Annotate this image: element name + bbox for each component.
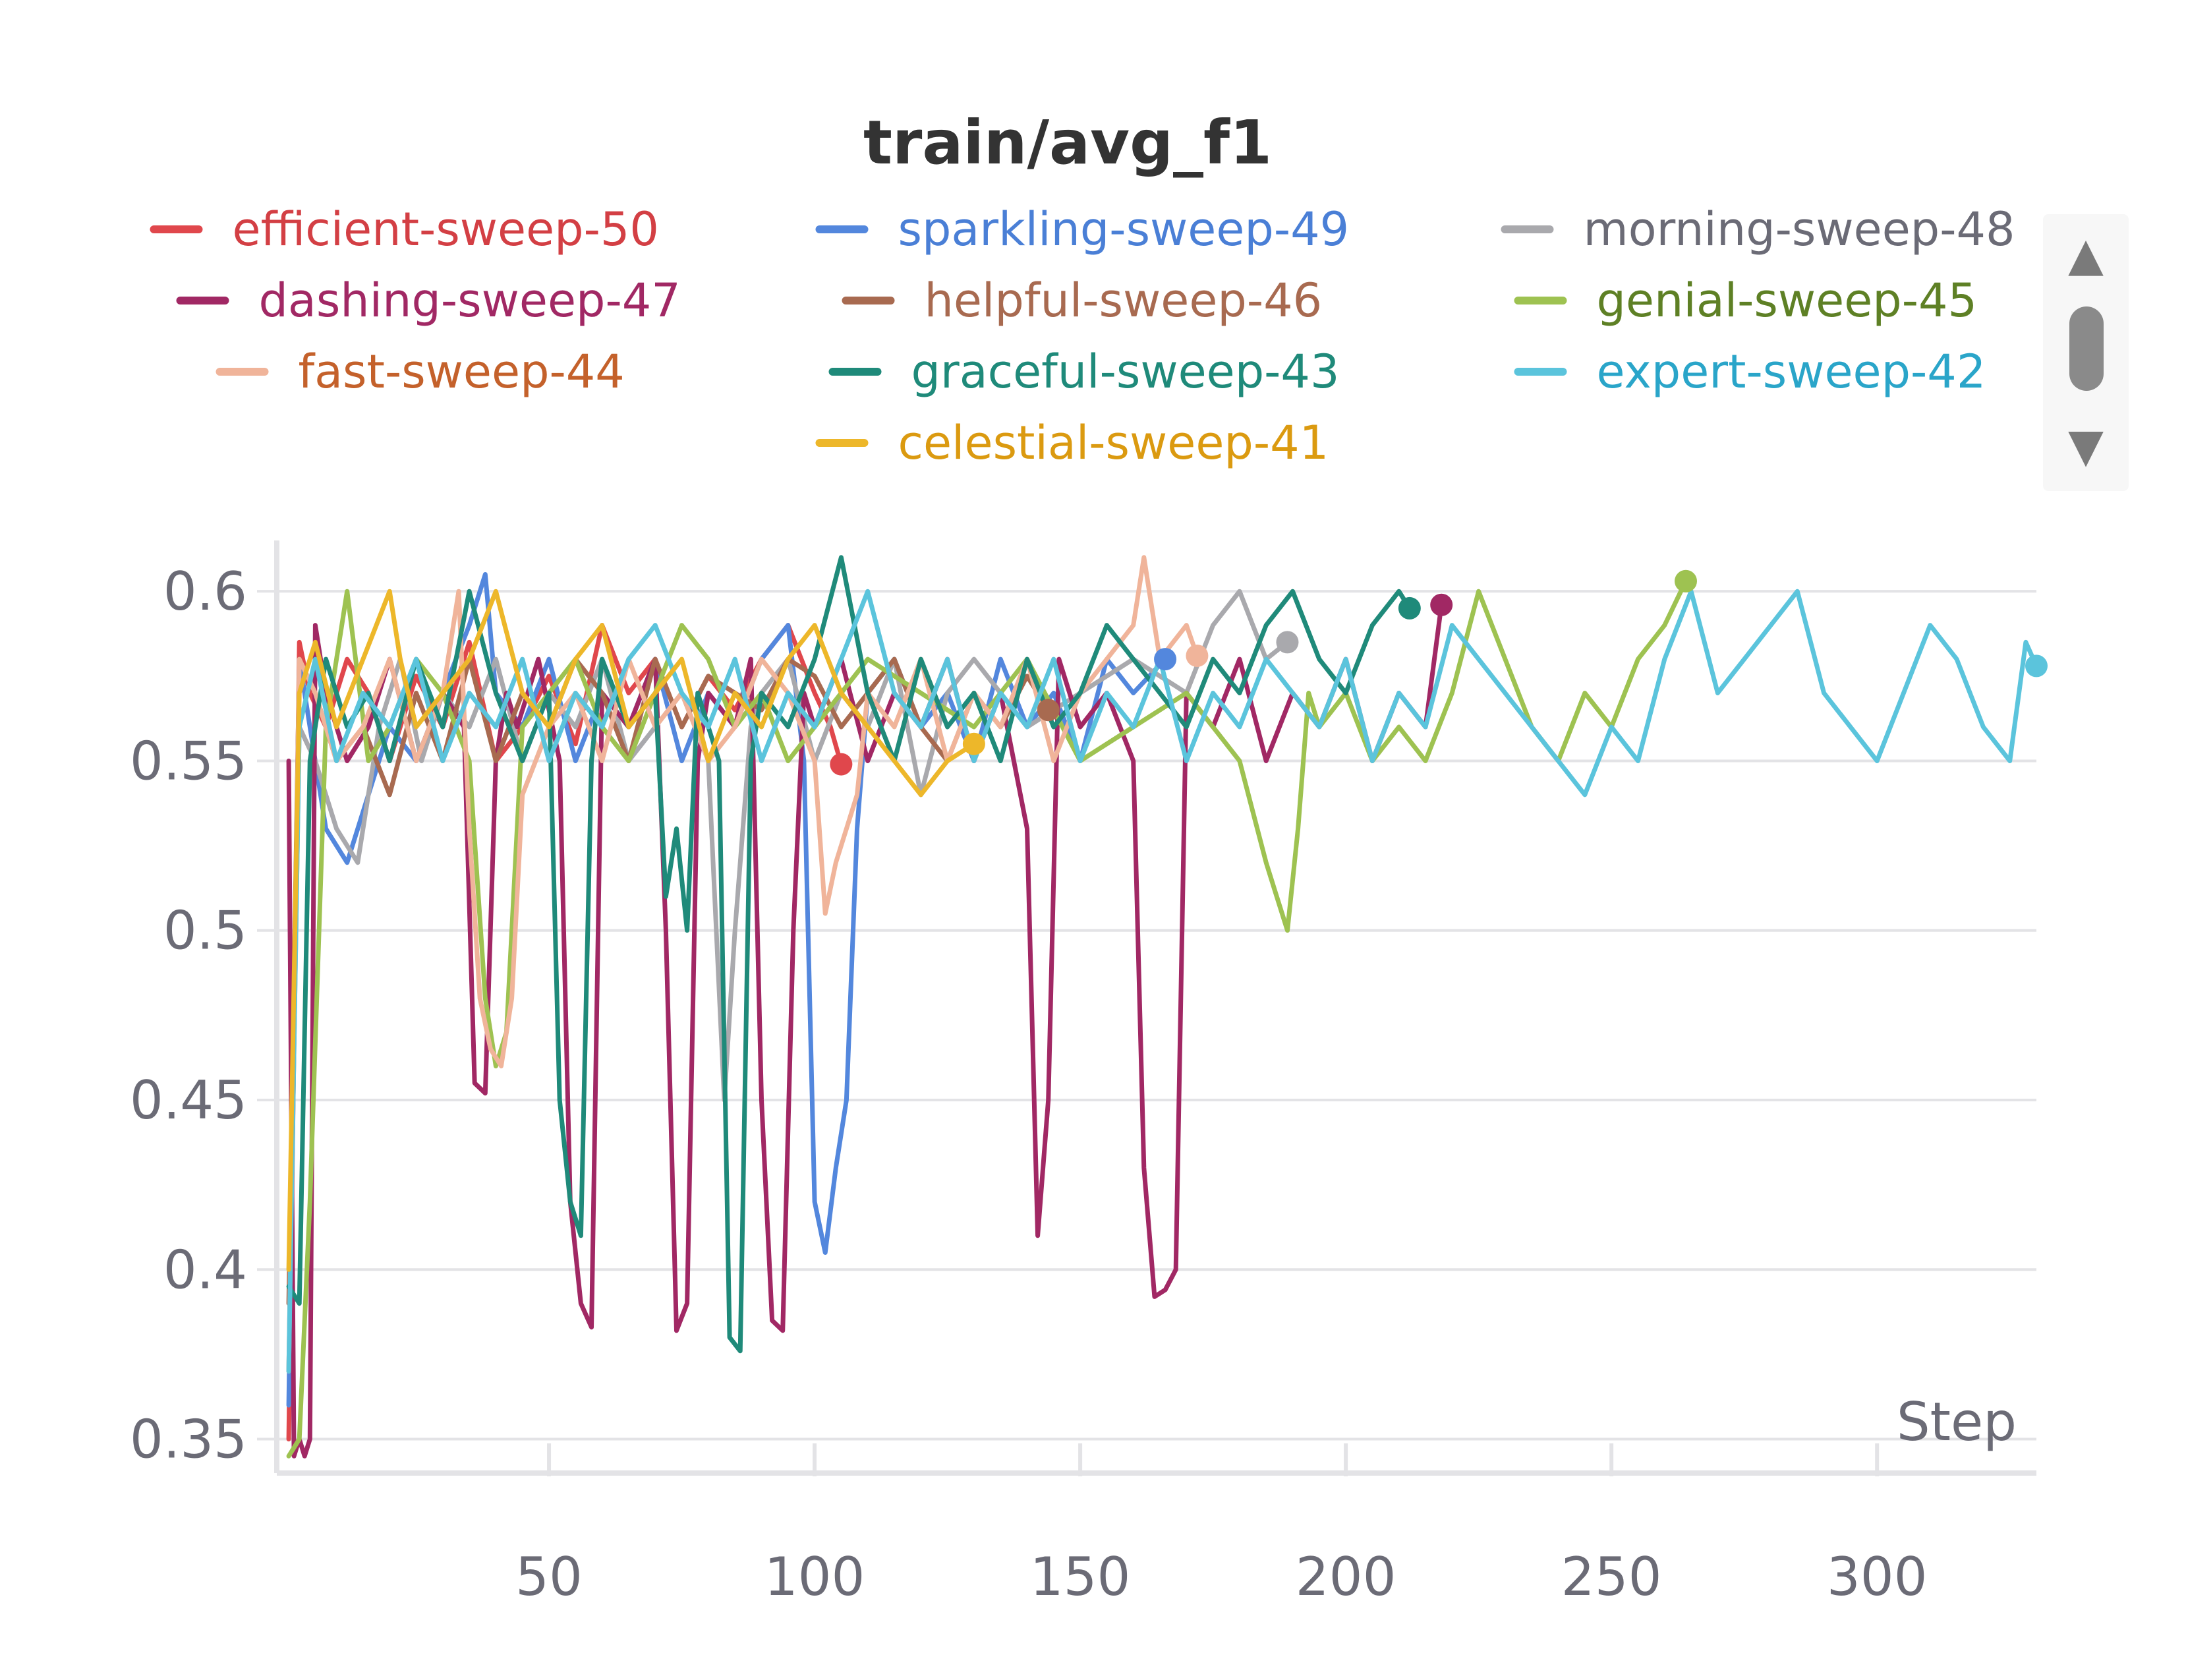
series-endpoint-fast-sweep-44 [1186,644,1209,667]
x-tick-label: 250 [1561,1546,1662,1608]
legend-label-fast-sweep-44[interactable]: fast-sweep-44 [299,345,625,399]
scroll-down-icon[interactable]: ▼ [2068,419,2104,473]
y-tick-label: 0.4 [163,1239,247,1300]
legend-swatch-sparkling-sweep-49 [815,225,869,233]
scroll-up-icon[interactable]: ▲ [2068,227,2104,281]
legend-label-helpful-sweep-46[interactable]: helpful-sweep-46 [925,274,1323,328]
legend-label-morning-sweep-48[interactable]: morning-sweep-48 [1584,202,2015,256]
y-tick-label: 0.35 [130,1409,247,1470]
legend-scroll-control: ▲ ▼ [2043,214,2129,491]
series-line-graceful-sweep-43 [286,555,1412,1354]
series-endpoints [830,569,2048,776]
legend-label-efficient-sweep-50[interactable]: efficient-sweep-50 [233,202,659,256]
legend: efficient-sweep-50 sparkling-sweep-49 morn… [150,202,2015,470]
scroll-thumb[interactable] [2069,306,2104,391]
legend-swatch-morning-sweep-48 [1501,225,1554,233]
legend-swatch-genial-sweep-45 [1514,297,1567,304]
series-endpoint-efficient-sweep-50 [830,753,853,776]
series-endpoint-helpful-sweep-46 [1037,699,1060,722]
x-tick-label: 100 [764,1546,865,1608]
y-tick-label: 0.5 [163,900,247,962]
x-axis-title: Step [1897,1391,2017,1453]
y-tick-label: 0.6 [163,561,247,622]
legend-label-celestial-sweep-41[interactable]: celestial-sweep-41 [898,416,1329,470]
series-endpoint-dashing-sweep-47 [1430,593,1453,616]
legend-swatch-celestial-sweep-41 [815,439,869,447]
grid-lines [257,590,2036,1441]
x-tick-label: 50 [515,1546,583,1608]
x-tick-label: 150 [1030,1546,1131,1608]
series-line-fast-sweep-44 [286,555,1199,1374]
y-tick-label: 0.55 [130,730,247,792]
series-endpoint-expert-sweep-42 [2025,654,2048,678]
series-lines [286,555,2039,1459]
legend-label-sparkling-sweep-49[interactable]: sparkling-sweep-49 [898,202,1350,256]
chart-title: train/avg_f1 [863,107,1272,178]
series-endpoint-sparkling-sweep-49 [1154,648,1177,671]
series-line-celestial-sweep-41 [286,589,977,1272]
series-line-genial-sweep-45 [286,579,1688,1459]
legend-label-genial-sweep-45[interactable]: genial-sweep-45 [1597,274,1978,328]
x-tick-label: 200 [1296,1546,1396,1608]
legend-swatch-efficient-sweep-50 [150,225,203,233]
series-endpoint-celestial-sweep-41 [962,732,985,755]
legend-swatch-graceful-sweep-43 [828,368,882,376]
legend-swatch-fast-sweep-44 [216,368,269,376]
series-endpoint-morning-sweep-48 [1276,631,1299,654]
legend-swatch-expert-sweep-42 [1514,368,1567,376]
legend-label-graceful-sweep-43[interactable]: graceful-sweep-43 [911,345,1340,399]
legend-label-expert-sweep-42[interactable]: expert-sweep-42 [1597,345,1986,399]
axes: 0.35 0.4 0.45 0.5 0.55 0.6 50 100 150 200 250 300 [130,540,2036,1608]
x-tick-label: 300 [1827,1546,1928,1608]
legend-swatch-dashing-sweep-47 [176,297,229,304]
series-endpoint-graceful-sweep-43 [1398,596,1421,620]
y-tick-label: 0.45 [130,1070,247,1131]
legend-swatch-helpful-sweep-46 [842,297,895,304]
legend-label-dashing-sweep-47[interactable]: dashing-sweep-47 [259,274,681,328]
series-endpoint-genial-sweep-45 [1675,569,1697,593]
